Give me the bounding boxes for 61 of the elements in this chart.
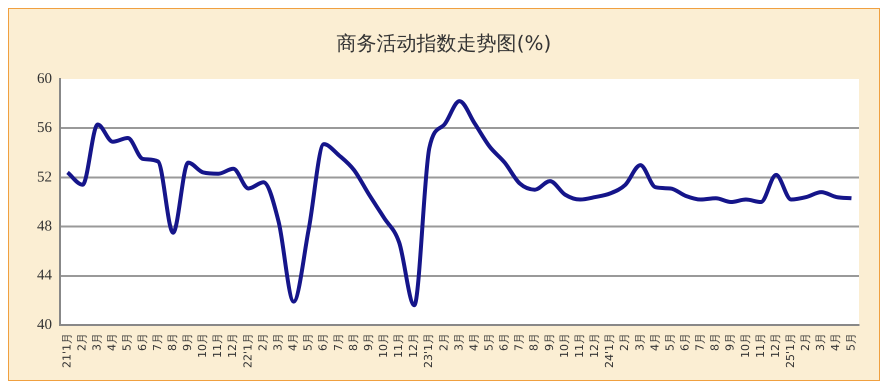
x-tick-label: 12月: [226, 332, 240, 358]
x-tick-label: 2月: [256, 332, 270, 351]
x-tick-label: 3月: [814, 332, 828, 351]
x-tick-label: 12月: [768, 332, 782, 358]
y-tick-label: 52: [37, 169, 52, 186]
x-tick-label: 7月: [694, 332, 707, 351]
x-tick-label: 2月: [75, 332, 88, 351]
x-tick-label: 4月: [467, 332, 480, 351]
x-tick-label: 12月: [588, 332, 602, 358]
x-tick-label: 10月: [738, 332, 752, 358]
x-tick-label: 9月: [181, 332, 194, 351]
x-tick-label: 6月: [498, 332, 511, 351]
y-tick-label: 44: [37, 268, 52, 284]
x-tick-label: 7月: [150, 332, 164, 351]
x-tick-label: 4月: [106, 332, 119, 351]
y-tick-label: 48: [37, 218, 52, 235]
y-tick-label: 60: [37, 70, 52, 87]
x-tick-label: 5月: [482, 332, 496, 351]
x-tick-label: 22'1月: [241, 332, 254, 368]
x-tick-label: 6月: [316, 332, 330, 351]
x-tick-label: 2月: [799, 332, 812, 351]
x-tick-label: 9月: [362, 332, 375, 351]
x-tick-label: 2月: [618, 332, 632, 351]
x-tick-label: 10月: [196, 332, 210, 358]
x-tick-label: 4月: [648, 332, 662, 351]
x-tick-label: 3月: [452, 332, 466, 351]
x-tick-label: 5月: [663, 332, 676, 351]
x-tick-label: 7月: [512, 332, 526, 351]
x-tick-label: 11月: [211, 332, 224, 358]
x-tick-label: 12月: [407, 332, 420, 358]
line-series: [66, 99, 854, 308]
x-tick-label: 3月: [90, 332, 104, 351]
x-tick-label: 23'1月: [422, 332, 436, 368]
x-tick-label: 24'1月: [603, 332, 616, 368]
y-tick-label: 56: [37, 120, 52, 136]
x-tick-label: 11月: [572, 332, 586, 358]
x-tick-label: 2月: [437, 332, 450, 351]
x-tick-label: 6月: [136, 332, 149, 351]
x-tick-label: 3月: [271, 332, 284, 351]
x-tick-label: 11月: [754, 332, 767, 358]
x-tick-label: 25'1月: [784, 332, 798, 368]
x-tick-label: 3月: [633, 332, 646, 351]
y-tick-label: 40: [37, 316, 52, 333]
x-tick-label: 8月: [346, 332, 360, 351]
x-tick-label: 5月: [302, 332, 315, 351]
chart-title: 商务活动指数走势图(%): [336, 31, 552, 56]
x-tick-label: 4月: [286, 332, 300, 351]
x-tick-label: 9月: [724, 332, 737, 351]
x-tick-label: 21'1月: [60, 332, 74, 368]
x-tick-label: 7月: [332, 332, 345, 351]
x-tick-label: 10月: [376, 332, 390, 358]
x-tick-label: 8月: [166, 332, 179, 351]
x-tick-label: 4月: [829, 332, 842, 351]
x-tick-label: 9月: [542, 332, 556, 351]
x-tick-label: 8月: [528, 332, 541, 351]
x-tick-label: 5月: [120, 332, 134, 351]
x-tick-label: 6月: [678, 332, 692, 351]
x-tick-label: 11月: [392, 332, 406, 358]
x-tick-label: 10月: [558, 332, 571, 358]
x-tick-label: 5月: [844, 332, 858, 351]
x-tick-label: 8月: [708, 332, 722, 351]
